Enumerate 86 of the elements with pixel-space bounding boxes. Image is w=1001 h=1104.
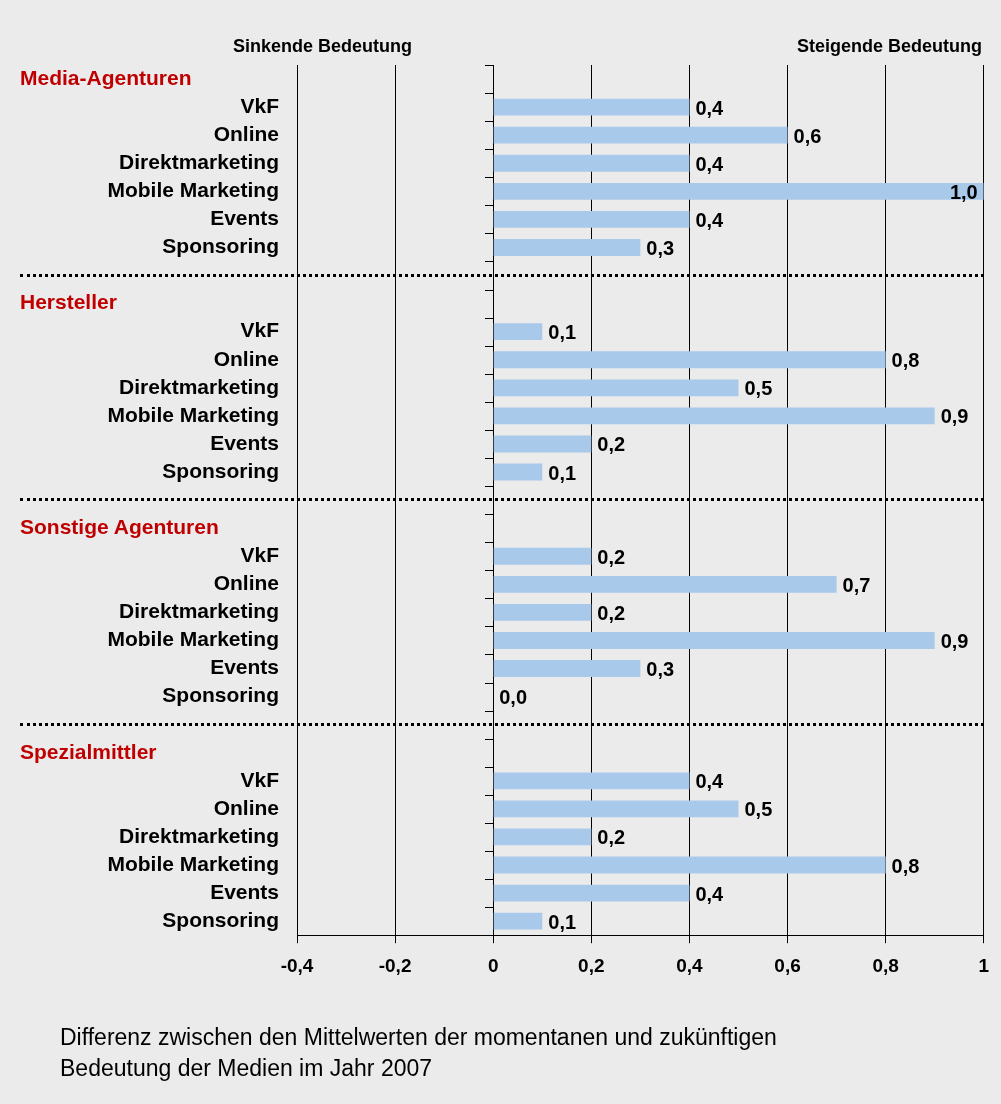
x-tick-label: 0 (487, 954, 499, 976)
data-label: 1,0 (949, 180, 978, 203)
data-label: 0,8 (891, 349, 920, 372)
y-tick-label: Events (210, 430, 279, 454)
bar (493, 575, 837, 593)
y-tick-label: Sponsoring (162, 907, 279, 931)
x-tick-label: -0,4 (280, 954, 314, 976)
bar (493, 603, 592, 621)
y-tick-label: Mobile Marketing (107, 851, 279, 875)
text: Spezialmittler (20, 739, 157, 763)
data-label: 0,4 (695, 96, 725, 119)
data-label: 0,5 (744, 798, 773, 821)
y-tick-label: VkF (240, 93, 280, 117)
x-tick-label: 0,6 (774, 954, 801, 976)
text: Differenz zwischen den Mittelwerten der momentanen und zukünftigen Bedeutung der Medien im Jahr 2007 (60, 1023, 778, 1083)
text: Hersteller (20, 290, 117, 314)
bar (493, 182, 984, 200)
y-tick-label: Sponsoring (162, 683, 279, 707)
data-label: 0,9 (940, 629, 969, 652)
y-tick-label: Online (213, 795, 279, 819)
x-tick-label: 1 (978, 954, 990, 976)
data-label: 0,4 (695, 152, 725, 175)
y-tick-label: Direktmarketing (119, 374, 279, 398)
data-label: 0,2 (597, 545, 626, 568)
x-tick-label: -0,2 (378, 954, 412, 976)
text: Sonstige Agenturen (20, 514, 219, 538)
y-tick-label: Direktmarketing (119, 823, 279, 847)
y-tick-label: VkF (240, 543, 280, 567)
y-tick-label: Events (210, 206, 279, 230)
bar (493, 351, 886, 369)
y-tick-label: Events (210, 879, 279, 903)
y-tick-label: Online (213, 571, 279, 595)
y-tick-label: VkF (240, 318, 280, 342)
data-label: 0,3 (646, 658, 675, 681)
bar (493, 884, 690, 902)
bar (493, 800, 739, 818)
x-tick-label: 0,8 (872, 954, 899, 976)
bar (493, 912, 543, 930)
bar (493, 856, 886, 874)
bar (493, 323, 543, 341)
bar (493, 239, 641, 256)
bar (493, 98, 690, 116)
data-label: 0,1 (548, 910, 577, 933)
data-label: 0,8 (891, 854, 920, 877)
text: Steigende Bedeutung (796, 36, 982, 57)
data-label: 0,0 (499, 686, 528, 709)
data-label: 0,2 (597, 826, 626, 849)
y-tick-label: Mobile Marketing (107, 178, 279, 202)
y-tick-label: Online (213, 121, 279, 145)
y-tick-label: VkF (240, 767, 280, 791)
y-tick-label: Online (213, 346, 279, 370)
data-label: 0,3 (646, 236, 675, 259)
bar (493, 828, 592, 846)
bar (493, 407, 935, 425)
bar (493, 632, 935, 649)
bar (493, 379, 739, 397)
text: Media-Agenturen (20, 65, 192, 89)
y-tick-label: Direktmarketing (119, 599, 279, 623)
data-label: 0,1 (548, 321, 577, 344)
data-label: 0,2 (597, 601, 626, 624)
y-tick-label: Sponsoring (162, 234, 279, 258)
y-tick-label: Mobile Marketing (107, 402, 279, 426)
y-tick-label: Sponsoring (162, 458, 279, 482)
y-tick-label: Events (210, 655, 279, 679)
bar (493, 210, 690, 228)
bar (493, 154, 690, 172)
data-label: 0,7 (842, 573, 871, 596)
bar (493, 772, 690, 790)
bar (493, 463, 543, 481)
data-label: 0,2 (597, 433, 626, 456)
y-tick-label: Direktmarketing (119, 150, 279, 174)
bar (493, 660, 641, 677)
data-label: 0,9 (940, 405, 969, 428)
text: Sinkende Bedeutung (233, 36, 413, 57)
data-label: 0,5 (744, 377, 773, 400)
x-tick-label: 0,4 (676, 954, 704, 976)
data-label: 0,1 (548, 461, 577, 484)
y-tick-label: Mobile Marketing (107, 627, 279, 651)
bar (493, 126, 788, 144)
data-label: 0,4 (695, 882, 725, 905)
data-label: 0,4 (695, 208, 725, 231)
bar (493, 435, 592, 453)
x-tick-label: 0,2 (578, 954, 605, 976)
data-label: 0,6 (793, 124, 822, 147)
data-label: 0,4 (695, 770, 725, 793)
bar (493, 547, 592, 565)
